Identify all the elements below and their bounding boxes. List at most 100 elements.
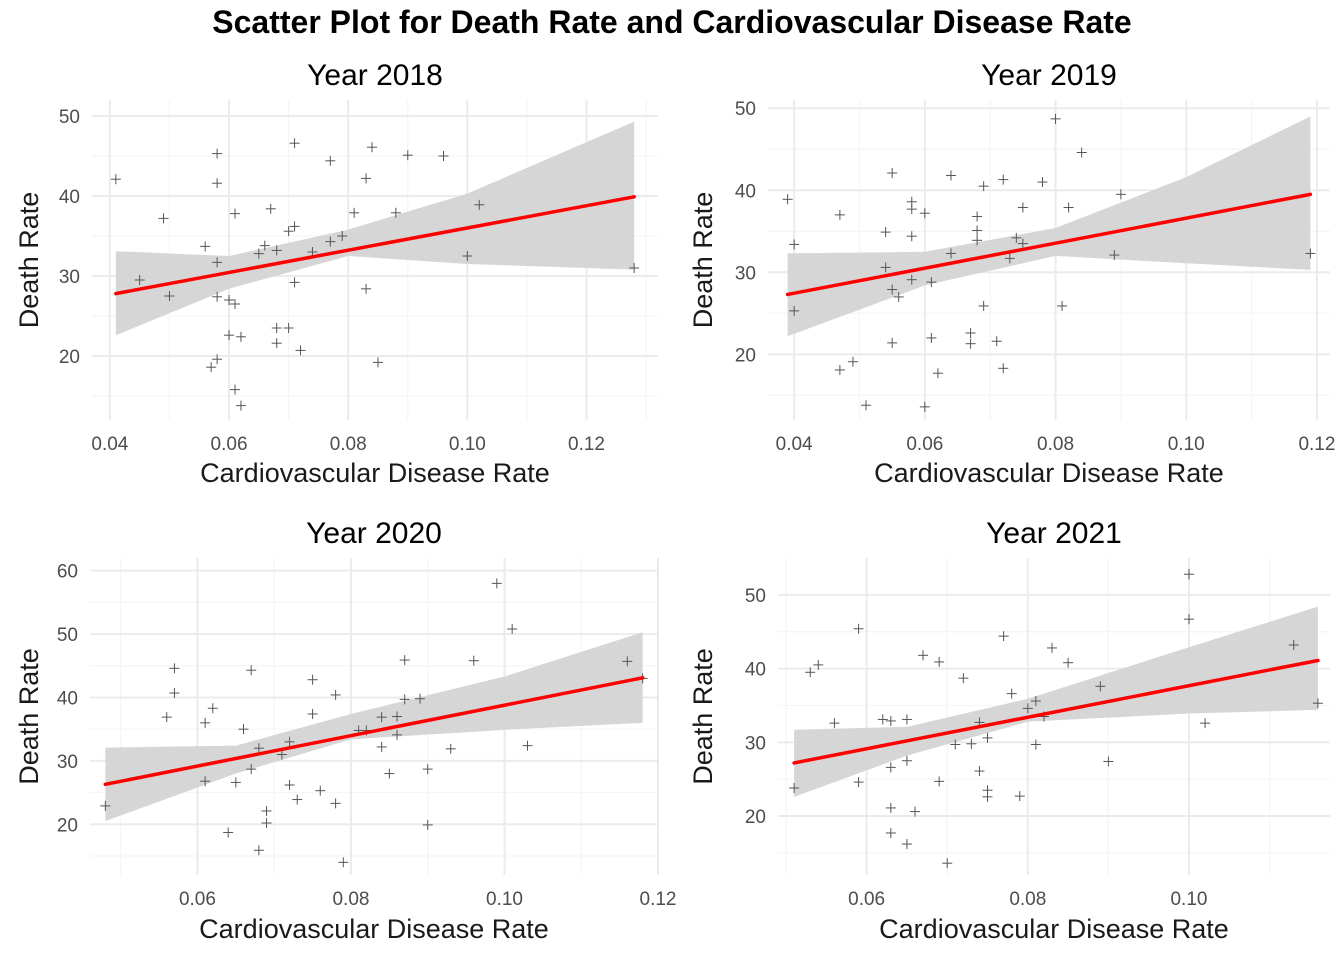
data-point (337, 231, 348, 241)
data-point (1095, 681, 1106, 692)
y-tick-label: 60 (57, 562, 78, 583)
data-point (958, 673, 969, 684)
data-point (629, 263, 640, 273)
x-tick-label: 0.08 (1009, 889, 1046, 910)
data-point (919, 401, 930, 412)
data-point (325, 155, 336, 166)
x-tick-label: 0.12 (640, 889, 677, 910)
data-point (1288, 639, 1299, 650)
data-point (919, 208, 930, 219)
x-tick-label: 0.06 (848, 889, 885, 910)
panel-title: Year 2020 (306, 517, 442, 550)
data-point (1030, 696, 1041, 707)
data-point (966, 738, 977, 749)
data-point (893, 291, 904, 302)
data-point (805, 667, 816, 678)
data-point (901, 714, 912, 725)
data-point (972, 225, 983, 236)
data-point (906, 274, 917, 285)
data-point (223, 827, 234, 838)
data-point (978, 181, 989, 192)
data-point (1022, 703, 1033, 714)
data-point (1057, 300, 1068, 311)
data-point (1017, 238, 1028, 249)
x-tick-label: 0.06 (211, 434, 248, 455)
data-point (965, 338, 976, 349)
data-point (861, 400, 872, 411)
data-point (376, 741, 387, 752)
confidence-band (794, 606, 1318, 797)
data-point (965, 328, 976, 339)
regression-line (103, 676, 645, 787)
y-axis-title: Death Rate (14, 648, 44, 785)
data-point (974, 766, 985, 777)
data-point (834, 364, 845, 375)
x-tick-label: 0.06 (179, 889, 216, 910)
y-tick-label: 50 (59, 107, 80, 128)
x-tick-label: 0.12 (1298, 434, 1335, 455)
data-point (942, 858, 953, 869)
y-tick-label: 40 (745, 660, 766, 681)
data-point (934, 656, 945, 667)
data-point (200, 717, 211, 728)
data-point (261, 805, 272, 816)
data-point (367, 142, 378, 153)
data-point (507, 624, 518, 635)
data-point (284, 736, 295, 747)
data-point (901, 839, 912, 850)
data-point (1109, 250, 1120, 261)
x-axis-title: Cardiovascular Disease Rate (879, 914, 1229, 944)
data-point (271, 323, 282, 333)
data-point (906, 231, 917, 242)
x-axis-title: Cardiovascular Disease Rate (199, 914, 549, 944)
data-point (491, 578, 502, 589)
data-point (372, 357, 383, 368)
regression-line (785, 192, 1313, 297)
data-point (224, 295, 235, 305)
y-tick-label: 30 (745, 733, 766, 754)
data-point (1115, 189, 1126, 200)
data-point (622, 656, 633, 667)
data-point (307, 708, 318, 719)
data-point (259, 240, 270, 251)
data-point (789, 305, 800, 316)
y-tick-label: 20 (59, 347, 80, 368)
y-tick-label: 30 (57, 752, 78, 773)
y-axis-title: Death Rate (14, 192, 44, 329)
data-point (271, 338, 282, 349)
data-point (829, 718, 840, 729)
data-point (1050, 113, 1061, 124)
data-point (158, 213, 169, 224)
data-point (284, 779, 295, 790)
confidence-band (115, 121, 635, 336)
x-tick-label: 0.10 (1168, 434, 1205, 455)
data-point (1063, 202, 1074, 213)
data-point (1183, 614, 1194, 625)
data-point (445, 743, 456, 754)
data-point (169, 688, 180, 699)
regression-line (792, 658, 1320, 765)
data-point (361, 173, 372, 184)
data-point (972, 211, 983, 222)
data-point (224, 330, 235, 341)
scatter-panel-4: 0.06 0.08 0.10 20 30 40 50 Year 2021 Cardiovascu… (688, 517, 1330, 944)
x-tick-label: 0.06 (906, 434, 943, 455)
data-point (212, 257, 223, 268)
data-point (229, 299, 240, 309)
data-point (271, 245, 282, 256)
data-point (880, 227, 891, 238)
data-point (998, 631, 1009, 642)
data-point (289, 277, 300, 288)
data-point (978, 300, 989, 311)
data-point (235, 400, 246, 411)
data-point (325, 236, 336, 247)
data-point (1103, 756, 1114, 767)
data-point (229, 208, 240, 219)
data-point (307, 674, 318, 685)
data-point (1076, 147, 1087, 158)
data-point (253, 743, 264, 754)
data-point (885, 827, 896, 838)
data-point (972, 235, 983, 246)
y-axis-title: Death Rate (688, 192, 718, 329)
data-point (926, 277, 937, 288)
